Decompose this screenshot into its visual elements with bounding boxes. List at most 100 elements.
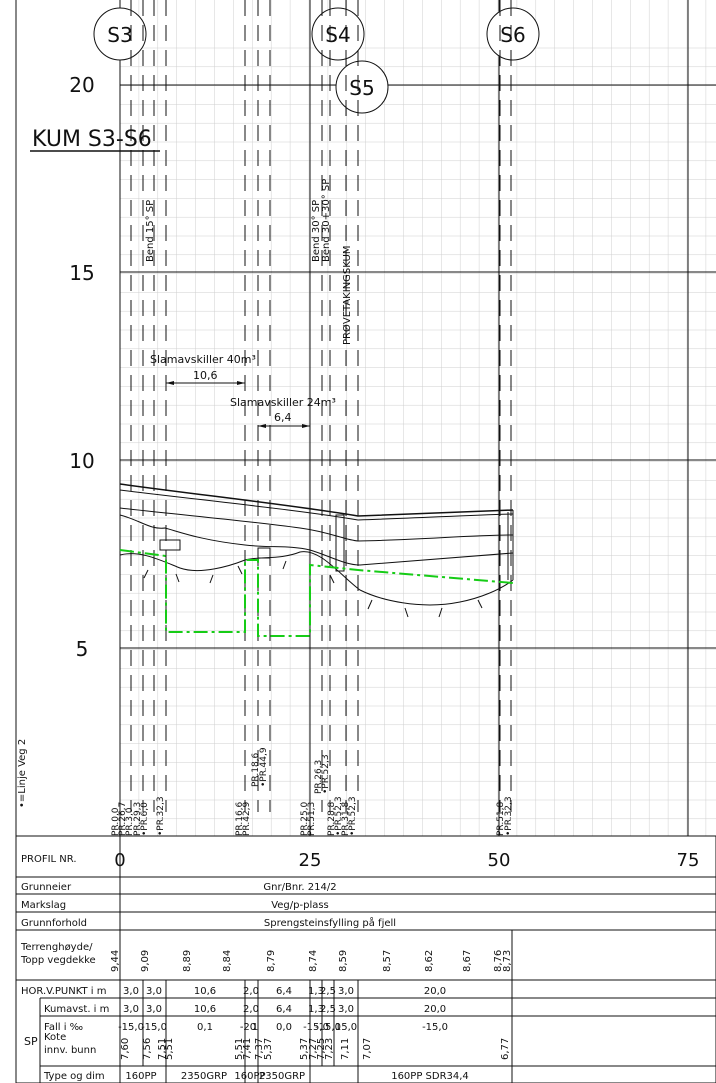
- elevation-label-15: 15: [69, 261, 94, 285]
- drawing-title: KUM S3-S6: [32, 127, 152, 152]
- tank-dimensions: Slamavskiller 40m³ 10,6 Slamavskiller 24…: [150, 353, 336, 428]
- horv-value: 10,6: [194, 986, 216, 997]
- horv-value: 2,0: [243, 986, 259, 997]
- fall-value: 15,0: [335, 1022, 357, 1033]
- profile-tick-75: 75: [677, 850, 700, 871]
- station-label-s4: S4: [325, 23, 350, 47]
- sp-label: SP: [24, 1035, 38, 1048]
- pr-label: •PR.44,9: [259, 747, 269, 787]
- pr-labels: PR.0,0 PR.26,7 PR.3,0 PR.29,3 •PR.6,0 •P…: [111, 747, 514, 836]
- slamavskiller-24-label: Slamavskiller 24m³: [230, 396, 336, 409]
- kote-value: 5,37: [263, 1038, 274, 1060]
- kote-label-2: innv. bunn: [44, 1045, 96, 1056]
- manhole-reference-lines: [130, 0, 512, 812]
- fall-value: -15,0: [303, 1022, 329, 1033]
- fall-value: 0,0: [276, 1022, 292, 1033]
- station-label-s5: S5: [349, 76, 374, 100]
- elevation-label-20: 20: [69, 73, 94, 97]
- kumavst-value: 3,0: [123, 1004, 139, 1015]
- horv-label: HOR.V.PUNKT i m: [21, 986, 107, 997]
- bedrock-line: [119, 551, 514, 618]
- terreng-value: 8,67: [462, 950, 473, 972]
- kote-value: 7,25: [316, 1038, 327, 1060]
- kote-value: 5,51: [234, 1038, 245, 1060]
- profile-tick-25: 25: [299, 850, 322, 871]
- pr-label: PR.0,0: [111, 807, 121, 836]
- terreng-value: 9,44: [110, 950, 121, 972]
- station-markers: [93, 7, 540, 114]
- pr-label: PR.42,9: [242, 801, 252, 836]
- pr-label: PR.25,0: [300, 801, 310, 836]
- kote-value: 7,11: [340, 1038, 351, 1060]
- kumavst-value: 2,5: [320, 1004, 336, 1015]
- terreng-label-1: Terrenghøyde/: [20, 942, 93, 953]
- type-value: 160PP SDR34,4: [391, 1071, 469, 1082]
- fall-value: -15,0: [118, 1022, 144, 1033]
- kote-value: 5,37: [299, 1038, 310, 1060]
- kote-value: 7,23: [324, 1038, 335, 1060]
- markslag-label: Markslag: [21, 900, 66, 911]
- kumavst-value: 2,0: [243, 1004, 259, 1015]
- kumavst-value: 10,6: [194, 1004, 216, 1015]
- kote-value: 7,51: [157, 1038, 168, 1060]
- kumavst-value: 1,3: [308, 1004, 324, 1015]
- kumavst-value: 20,0: [424, 1004, 446, 1015]
- pr-label: •PR.52,3: [334, 796, 344, 836]
- markslag-value: Veg/p-plass: [271, 900, 329, 911]
- kote-value: 7,56: [142, 1038, 153, 1060]
- horv-value: 3,0: [338, 986, 354, 997]
- kote-value: 7,37: [254, 1038, 265, 1060]
- terreng-value: 8,62: [424, 950, 435, 972]
- fall-value: -15,0: [315, 1022, 341, 1033]
- pr-label: PR.26,7: [118, 802, 128, 836]
- fall-value: -15,0: [141, 1022, 167, 1033]
- station-label-s6: S6: [500, 23, 525, 47]
- bend-30-note: Bend 30° SP: [311, 200, 322, 262]
- kote-value: 7,27: [308, 1038, 319, 1060]
- type-value: 2350GRP: [181, 1071, 227, 1082]
- fall-value: 0,1: [197, 1022, 213, 1033]
- terreng-value: 8,57: [382, 950, 393, 972]
- terreng-label-2: Topp vegdekke: [20, 955, 96, 966]
- type-value: 160PP: [234, 1071, 265, 1082]
- station-circle-s6: [486, 7, 540, 61]
- fall-label: Fall i ‰: [44, 1022, 83, 1033]
- table-labels: Grunneier Gnr/Bnr. 214/2 Markslag Veg/p-…: [20, 882, 396, 1082]
- station-circle-s3: [93, 7, 147, 61]
- pr-label: PR.28,8: [327, 801, 337, 836]
- bend-30-30-note: Bend 30+30° SP: [321, 179, 332, 262]
- pr-label: PR.16,6: [235, 801, 245, 836]
- fall-value: 1: [252, 1022, 258, 1033]
- pr-label: •PR.32,3: [156, 796, 166, 836]
- kumavst-value: 3,0: [338, 1004, 354, 1015]
- profile-number-label: PROFIL NR.: [21, 854, 77, 865]
- grunnforhold-label: Grunnforhold: [21, 918, 87, 929]
- profile-number-row: PROFIL NR. 0 25 50 75: [16, 835, 716, 871]
- horv-value: 6,4: [276, 986, 292, 997]
- kumavst-label: Kumavst. i m: [44, 1004, 109, 1015]
- profile-tick-50: 50: [488, 850, 511, 871]
- station-labels: S3 S4 S5 S6: [107, 23, 525, 100]
- horv-value: 2,5: [320, 986, 336, 997]
- pr-label: •PR.6,0: [140, 802, 150, 836]
- grunnforhold-value: Sprengsteinsfylling på fjell: [264, 916, 396, 929]
- pr-label: PR.18,6: [251, 752, 261, 787]
- horv-value: 3,0: [146, 986, 162, 997]
- elevation-axis: 20 15 10 5: [69, 73, 94, 661]
- horv-value: 1,3: [308, 986, 324, 997]
- provetakingskum-note: PRØVETAKINGSKUM: [341, 245, 353, 345]
- slamavskiller-40-length: 10,6: [193, 369, 218, 382]
- kote-value: 6,77: [500, 1038, 511, 1060]
- pr-label: PR.51,8: [496, 801, 506, 836]
- kumavst-value: 6,4: [276, 1004, 292, 1015]
- pr-label: PR.26,3: [314, 760, 324, 794]
- grunneier-value: Gnr/Bnr. 214/2: [263, 882, 336, 893]
- terreng-value: 8,73: [502, 950, 513, 972]
- horv-value: 3,0: [123, 986, 139, 997]
- elevation-label-10: 10: [69, 449, 94, 473]
- horv-value: 20,0: [424, 986, 446, 997]
- pr-label: PR.31,8: [341, 801, 351, 836]
- kote-value: 7,41: [242, 1038, 253, 1060]
